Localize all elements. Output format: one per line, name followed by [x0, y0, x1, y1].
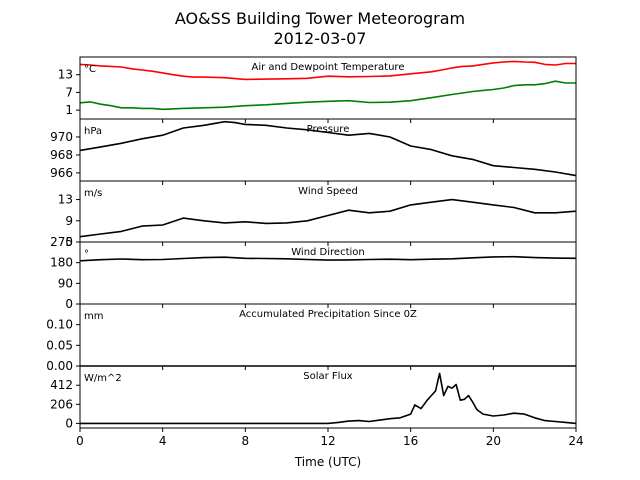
panel-solar: 0 206 412 Solar Flux W/m^2 — [50, 365, 577, 432]
panel-precip: 0.00 0.05 0.10 Accumulated Precipitation Si… — [46, 303, 577, 373]
series-line-solar-0 — [80, 372, 577, 425]
x-axis: 0 4 8 12 16 20 24 — [76, 434, 583, 448]
panel-title-precip: Accumulated Precipitation Since 0Z — [239, 309, 417, 320]
ytick-label-wind_dir-3: 270 — [50, 235, 73, 249]
panel-title-wind_dir: Wind Direction — [291, 247, 365, 258]
panel-unit-pressure: hPa — [84, 126, 102, 137]
series-line-pressure-0 — [79, 120, 577, 177]
panel-title-pressure: Pressure — [307, 124, 350, 135]
xtick-label-1: 4 — [159, 434, 167, 448]
panel-wind_speed: 5 9 13 Wind Speed m/s — [58, 180, 577, 249]
ytick-label-temp-1: 7 — [65, 85, 73, 99]
ytick-label-temp-0: 1 — [65, 103, 73, 117]
series-line-temp-1 — [79, 80, 576, 111]
panel-unit-precip: mm — [84, 311, 103, 322]
ytick-label-wind_dir-2: 180 — [50, 256, 73, 270]
xtick-label-5: 20 — [486, 434, 501, 448]
series-line-temp-0 — [79, 60, 576, 81]
panels-group: 1 7 13 Air and Dewpoint Temperature °C 966 968… — [46, 56, 584, 448]
series-line-wind_speed-0 — [79, 198, 577, 238]
panel-temp: 1 7 13 Air and Dewpoint Temperature °C — [58, 56, 577, 123]
panel-unit-temp: °C — [84, 64, 96, 75]
ytick-label-wind_speed-1: 9 — [65, 214, 73, 228]
xtick-label-2: 8 — [242, 434, 250, 448]
ytick-label-precip-0: 0.00 — [46, 359, 73, 373]
ytick-label-precip-2: 0.10 — [46, 318, 73, 332]
panel-pressure: 966 968 970 Pressure hPa — [50, 118, 577, 185]
panel-unit-solar: W/m^2 — [84, 373, 122, 384]
ytick-label-wind_speed-2: 13 — [58, 193, 73, 207]
x-axis-label: Time (UTC) — [294, 455, 361, 469]
ytick-label-pressure-2: 970 — [50, 130, 73, 144]
ytick-label-wind_dir-0: 0 — [65, 297, 73, 311]
xtick-label-4: 16 — [403, 434, 418, 448]
figure-title: AO&SS Building Tower Meteorogram — [175, 9, 465, 28]
xtick-label-3: 12 — [320, 434, 335, 448]
series-line-wind_dir-0 — [79, 255, 577, 262]
ytick-label-precip-1: 0.05 — [46, 338, 73, 352]
panel-unit-wind_dir: ° — [84, 249, 89, 260]
panel-title-solar: Solar Flux — [303, 371, 353, 382]
ytick-label-wind_dir-1: 90 — [58, 276, 73, 290]
ytick-label-pressure-1: 968 — [50, 148, 73, 162]
panel-wind_dir: 0 90 180 270 Wind Direction ° — [50, 235, 577, 311]
panel-title-wind_speed: Wind Speed — [298, 186, 358, 197]
ytick-label-solar-1: 206 — [50, 397, 73, 411]
ytick-label-wind_speed-0: 5 — [65, 235, 73, 249]
ytick-label-solar-0: 0 — [65, 416, 73, 430]
panel-title-temp: Air and Dewpoint Temperature — [252, 62, 405, 73]
xtick-label-6: 24 — [568, 434, 583, 448]
ytick-label-solar-2: 412 — [50, 378, 73, 392]
xtick-label-0: 0 — [76, 434, 84, 448]
ytick-label-pressure-0: 966 — [50, 166, 73, 180]
figure-subtitle-date: 2012-03-07 — [274, 29, 367, 48]
ytick-label-temp-2: 13 — [58, 68, 73, 82]
panel-unit-wind_speed: m/s — [84, 188, 102, 199]
